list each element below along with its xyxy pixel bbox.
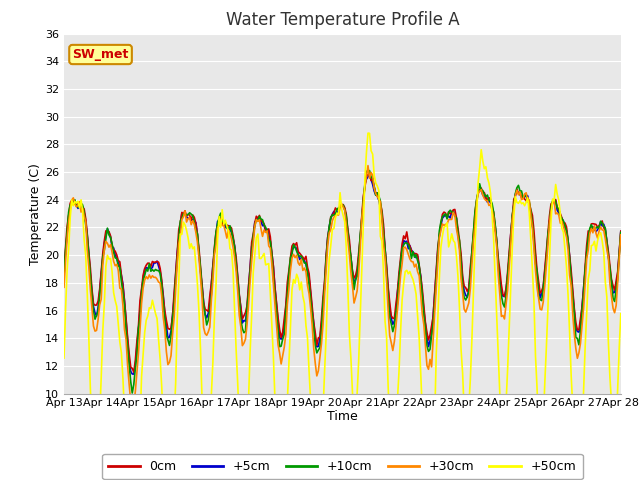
Title: Water Temperature Profile A: Water Temperature Profile A bbox=[225, 11, 460, 29]
+30cm bbox=[130, 400, 138, 406]
0cm bbox=[255, 213, 263, 218]
Line: +10cm: +10cm bbox=[64, 170, 621, 393]
+10cm bbox=[617, 229, 625, 235]
+50cm bbox=[228, 247, 236, 253]
+10cm bbox=[130, 382, 138, 387]
+5cm bbox=[589, 224, 596, 229]
+10cm bbox=[365, 168, 373, 173]
0cm bbox=[60, 271, 68, 276]
+5cm bbox=[255, 216, 263, 222]
0cm bbox=[589, 221, 596, 227]
+5cm bbox=[246, 265, 254, 271]
+30cm bbox=[60, 285, 68, 290]
0cm bbox=[305, 271, 313, 276]
0cm bbox=[130, 369, 138, 375]
+10cm bbox=[246, 270, 254, 276]
+5cm bbox=[617, 228, 625, 234]
+10cm bbox=[129, 390, 136, 396]
+50cm bbox=[617, 311, 625, 316]
0cm bbox=[228, 225, 236, 231]
+50cm bbox=[364, 130, 372, 136]
Legend: 0cm, +5cm, +10cm, +30cm, +50cm: 0cm, +5cm, +10cm, +30cm, +50cm bbox=[102, 454, 582, 480]
+10cm bbox=[589, 226, 596, 231]
0cm bbox=[246, 265, 254, 271]
+50cm bbox=[305, 368, 313, 374]
+50cm bbox=[246, 348, 254, 354]
0cm bbox=[365, 170, 373, 176]
+30cm bbox=[617, 232, 625, 238]
+30cm bbox=[364, 163, 372, 168]
Text: SW_met: SW_met bbox=[72, 48, 129, 61]
+30cm bbox=[305, 291, 313, 297]
+5cm bbox=[305, 275, 313, 281]
+10cm bbox=[255, 213, 263, 219]
+5cm bbox=[228, 229, 236, 235]
+5cm bbox=[129, 371, 136, 377]
+50cm bbox=[255, 255, 263, 261]
+50cm bbox=[60, 355, 68, 361]
+10cm bbox=[228, 228, 236, 234]
Line: 0cm: 0cm bbox=[64, 173, 621, 372]
+5cm bbox=[130, 371, 138, 377]
+10cm bbox=[60, 274, 68, 279]
+30cm bbox=[255, 217, 263, 223]
+30cm bbox=[228, 236, 236, 242]
X-axis label: Time: Time bbox=[327, 410, 358, 423]
+5cm bbox=[60, 269, 68, 275]
Line: +5cm: +5cm bbox=[64, 175, 621, 374]
+30cm bbox=[589, 230, 596, 236]
0cm bbox=[129, 366, 136, 372]
+30cm bbox=[246, 278, 254, 284]
Line: +50cm: +50cm bbox=[64, 133, 621, 480]
+30cm bbox=[129, 410, 136, 416]
Y-axis label: Temperature (C): Temperature (C) bbox=[29, 163, 42, 264]
+5cm bbox=[365, 172, 373, 178]
+10cm bbox=[305, 281, 313, 287]
+50cm bbox=[589, 242, 596, 248]
Line: +30cm: +30cm bbox=[64, 166, 621, 413]
0cm bbox=[617, 228, 625, 234]
